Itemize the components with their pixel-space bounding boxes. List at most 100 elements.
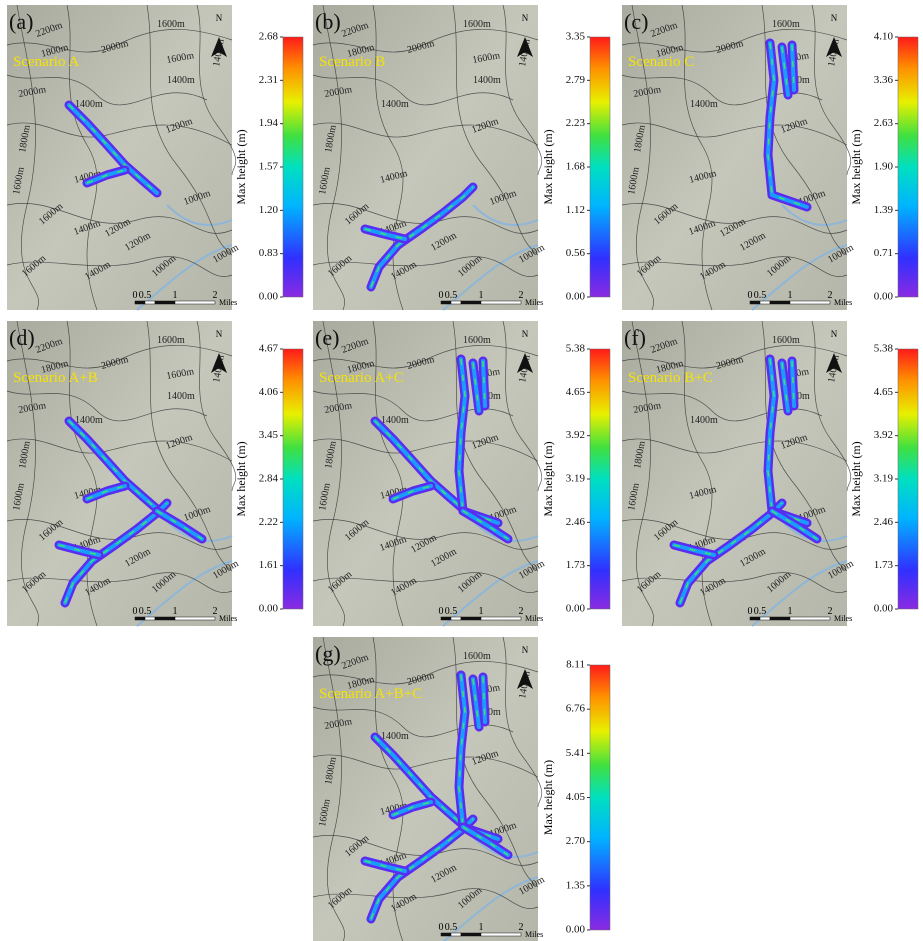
scenario-label: Scenario A xyxy=(13,54,79,70)
scale-bar-segment xyxy=(770,617,790,620)
contour-label: 1400m xyxy=(75,99,103,110)
colorbar-title: Max height (m) xyxy=(541,441,555,516)
contour-label: 1400m xyxy=(473,75,501,86)
contour-label: 1600m xyxy=(463,651,491,662)
scale-label: 1 xyxy=(479,606,484,617)
scale-bar-segment xyxy=(481,933,521,936)
colorbar-tick-label: 1.73 xyxy=(874,559,894,571)
colorbar xyxy=(590,37,610,297)
scale-bar-segment xyxy=(155,617,175,620)
scale-bar-segment xyxy=(760,301,770,304)
colorbar-tick-label: 0.00 xyxy=(259,603,279,615)
north-label: N xyxy=(831,329,838,339)
scale-bar-segment xyxy=(481,617,521,620)
panel-label: (a) xyxy=(9,9,33,34)
scale-bar-segment xyxy=(441,617,451,620)
scale-bar-segment xyxy=(770,301,790,304)
scale-label: 0 xyxy=(439,290,444,301)
scale-bar-segment xyxy=(441,301,451,304)
contour-label: 1400m xyxy=(75,415,103,426)
scale-bar-segment xyxy=(155,301,175,304)
colorbar-tick-label: 3.19 xyxy=(874,473,894,485)
scale-bar-segment xyxy=(481,301,521,304)
colorbar-tick-label: 0.56 xyxy=(566,247,586,259)
colorbar xyxy=(590,665,610,930)
scale-label: 1 xyxy=(788,290,793,301)
panel: 1600m2200m1800m2000m1600m2000m1400m1400m… xyxy=(622,5,856,310)
scale-label: 2 xyxy=(213,606,218,617)
scale-bar-segment xyxy=(790,301,830,304)
scale-label: 2 xyxy=(828,290,833,301)
colorbar-tick-label: 4.65 xyxy=(566,386,586,398)
colorbar-tick-label: 2.84 xyxy=(259,473,279,485)
colorbar-tick-label: 5.38 xyxy=(566,343,586,355)
scale-bar-segment xyxy=(175,617,215,620)
contour-label: 1600m xyxy=(772,335,800,346)
scale-label: 1 xyxy=(173,290,178,301)
scale-bar-segment xyxy=(135,301,145,304)
north-label: N xyxy=(831,13,838,23)
scale-unit: Miles xyxy=(525,614,543,623)
flow-core xyxy=(483,677,485,722)
north-label: N xyxy=(522,13,529,23)
colorbar-tick-label: 1.61 xyxy=(259,559,278,571)
scale-bar-segment xyxy=(461,933,481,936)
colorbar-title: Max height (m) xyxy=(849,441,863,516)
scenario-label: Scenario B+C xyxy=(628,370,713,386)
north-label: N xyxy=(216,13,223,23)
scale-label: 2 xyxy=(828,606,833,617)
colorbar-title: Max height (m) xyxy=(541,129,555,204)
scale-bar-segment xyxy=(175,301,215,304)
colorbar-tick-label: 0.00 xyxy=(566,291,586,303)
scale-label: 0.5 xyxy=(445,606,458,617)
panel: 1600m2200m1800m2000m1600m2000m1400m1400m… xyxy=(7,5,241,310)
colorbar-tick-label: 2.63 xyxy=(874,117,894,129)
scale-label: 2 xyxy=(519,606,524,617)
scale-bar-segment xyxy=(451,301,461,304)
colorbar-title: Max height (m) xyxy=(849,129,863,204)
scale-label: 0.5 xyxy=(445,290,458,301)
colorbar-tick-label: 0.00 xyxy=(874,291,894,303)
colorbar-tick-label: 1.39 xyxy=(874,204,894,216)
scenario-label: Scenario C xyxy=(628,54,694,70)
north-label: N xyxy=(522,329,529,339)
scale-bar-segment xyxy=(461,617,481,620)
scale-label: 1 xyxy=(479,922,484,933)
scale-label: 0.5 xyxy=(139,606,152,617)
colorbar-tick-label: 2.22 xyxy=(259,516,278,528)
scale-bar-segment xyxy=(441,933,451,936)
colorbar-tick-label: 5.41 xyxy=(566,747,585,759)
colorbar-tick-label: 1.73 xyxy=(566,559,586,571)
colorbar-tick-label: 4.67 xyxy=(259,343,279,355)
colorbar-tick-label: 2.79 xyxy=(566,74,586,86)
scenario-label: Scenario B xyxy=(319,54,385,70)
colorbar-tick-label: 4.65 xyxy=(874,386,894,398)
colorbar-tick-label: 3.92 xyxy=(874,429,893,441)
panel-label: (f) xyxy=(624,325,646,350)
colorbar-tick-label: 0.00 xyxy=(566,924,586,936)
contour-label: 1600m xyxy=(463,335,491,346)
scale-bar-segment xyxy=(461,301,481,304)
colorbar-tick-label: 0.00 xyxy=(259,291,279,303)
colorbar-tick-label: 4.10 xyxy=(874,31,894,43)
colorbar xyxy=(283,349,303,609)
colorbar-tick-label: 2.31 xyxy=(259,74,278,86)
scale-label: 2 xyxy=(519,922,524,933)
scale-bar-segment xyxy=(750,617,760,620)
colorbar-tick-label: 3.19 xyxy=(566,473,586,485)
scale-unit: Miles xyxy=(219,298,237,307)
contour-label: 1400m xyxy=(381,415,409,426)
scale-label: 1 xyxy=(479,290,484,301)
scale-label: 0 xyxy=(748,606,753,617)
colorbar-tick-label: 1.90 xyxy=(874,161,894,173)
colorbar-title: Max height (m) xyxy=(541,760,555,835)
colorbar-tick-label: 0.83 xyxy=(259,247,279,259)
colorbar-tick-label: 0.00 xyxy=(566,603,586,615)
panel-label: (e) xyxy=(315,325,339,350)
flow-core xyxy=(483,361,485,406)
scale-label: 0 xyxy=(133,606,138,617)
colorbar xyxy=(898,349,918,609)
colorbar xyxy=(283,37,303,297)
